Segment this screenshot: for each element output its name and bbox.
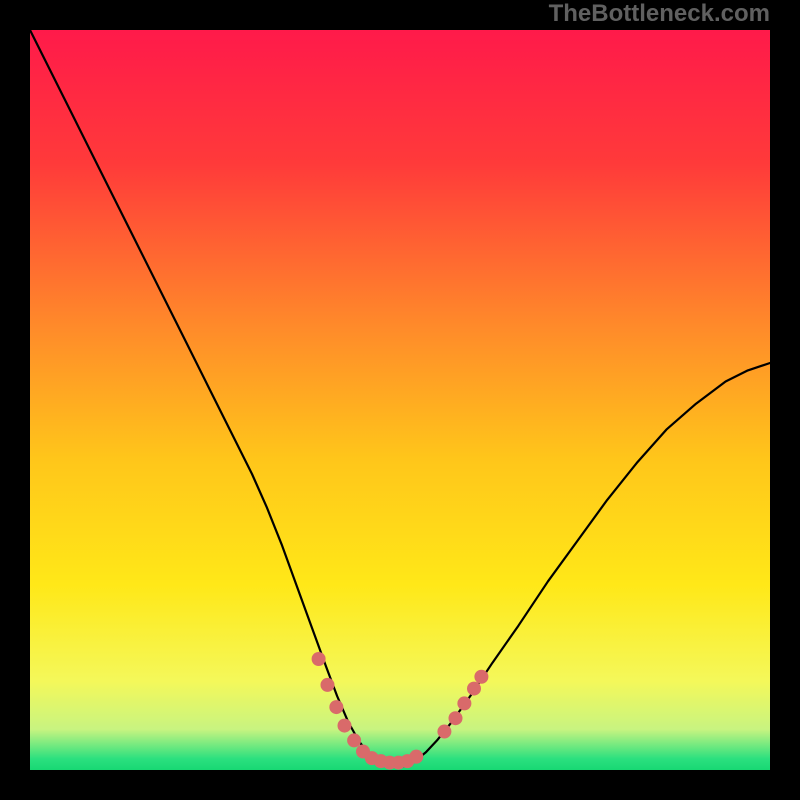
watermark-text: TheBottleneck.com bbox=[549, 0, 770, 28]
gradient-background bbox=[30, 30, 770, 770]
plot-area bbox=[30, 30, 770, 770]
